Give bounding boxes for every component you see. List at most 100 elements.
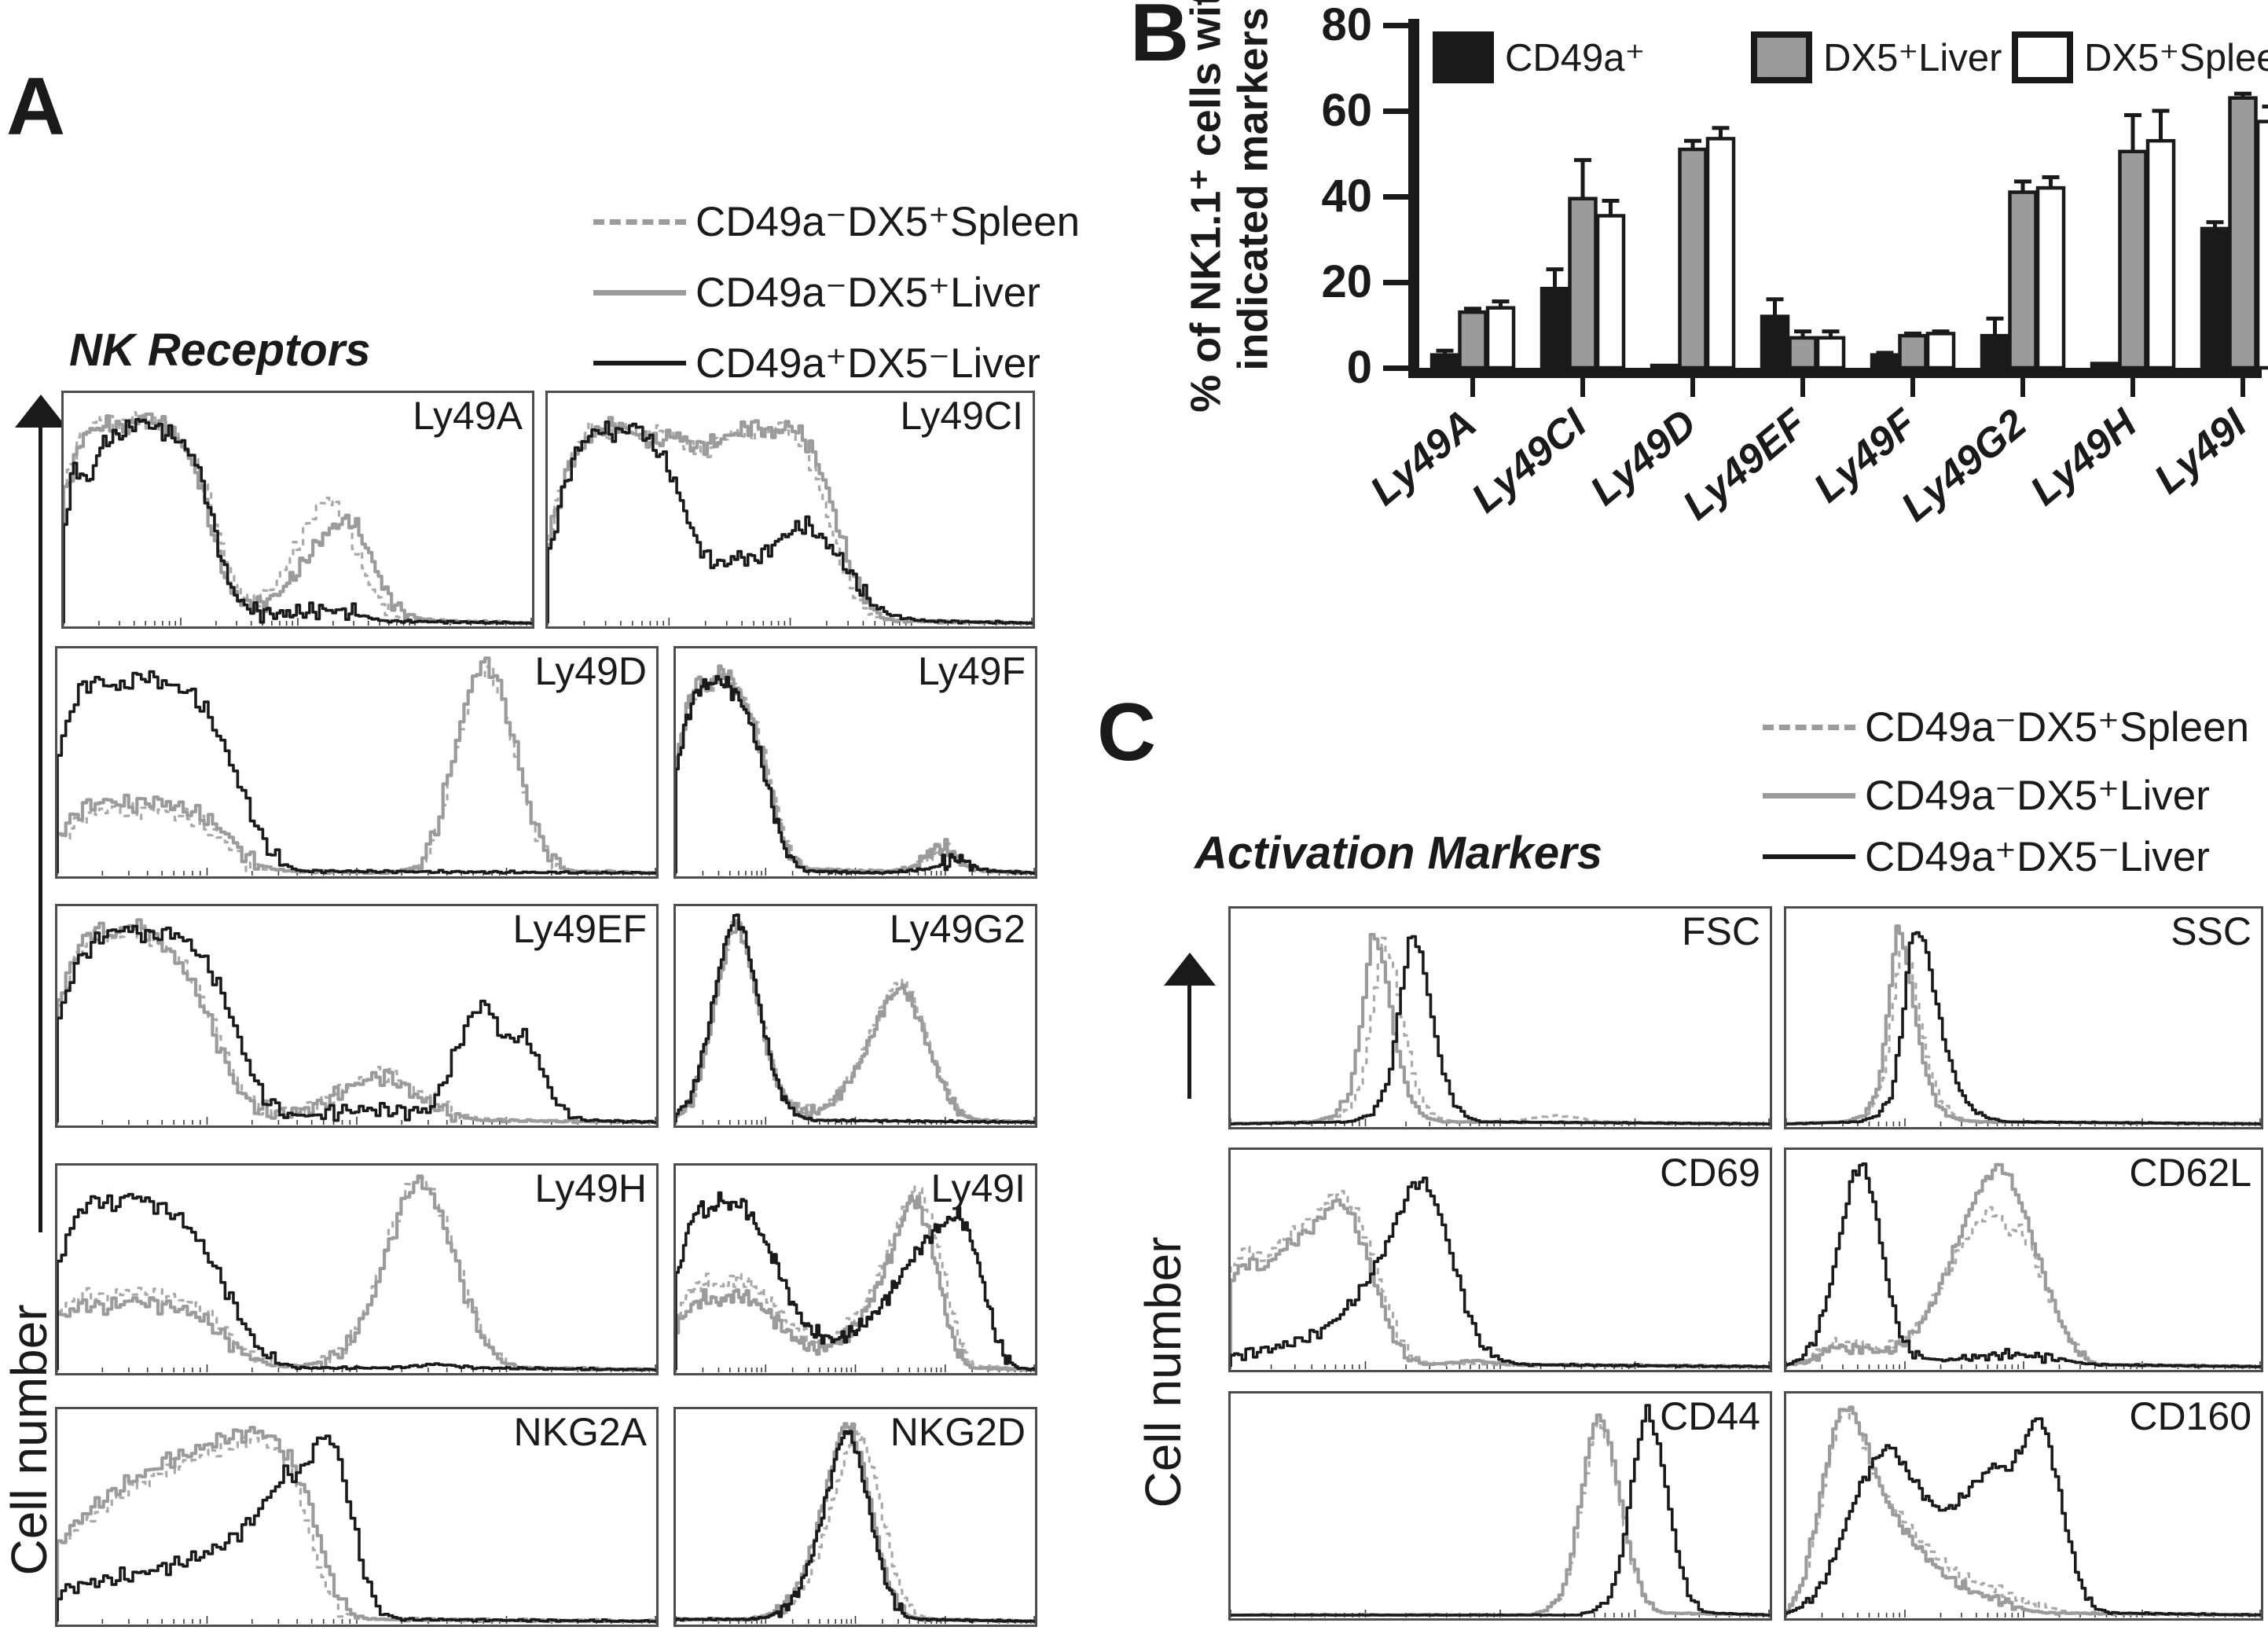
legend-c-label-spleen: CD49a⁻DX5⁺Spleen — [1865, 703, 2250, 751]
legend-a-label-liver-cd49a: CD49a⁺DX5⁻Liver — [695, 340, 1040, 387]
histogram-marker-label: NKG2D — [890, 1410, 1026, 1454]
histogram-CD44: CD44 — [1228, 1391, 1772, 1621]
legend-a-label-liver-dx5: CD49a⁻DX5⁺Liver — [695, 269, 1040, 316]
solid-black-line-icon — [1763, 854, 1855, 859]
histogram-plot-Ly49D — [57, 656, 656, 876]
histogram-Ly49F: Ly49F — [673, 646, 1037, 879]
legend-b-label-dx5-liver: DX5⁺Liver — [1823, 36, 2002, 79]
histogram-plot-NKG2D — [676, 1422, 1035, 1624]
legend-a-label-spleen: CD49a⁻DX5⁺Spleen — [695, 198, 1081, 245]
histogram-NKG2A: NKG2A — [55, 1407, 659, 1627]
svg-text:0: 0 — [1347, 342, 1372, 393]
svg-text:Ly49CI: Ly49CI — [1463, 400, 1596, 522]
panel-c-title: Activation Markers — [1195, 828, 1602, 879]
histogram-plot-NKG2A — [57, 1426, 656, 1624]
dashed-gray-line-icon — [1763, 724, 1855, 730]
histogram-marker-label: NKG2A — [513, 1410, 647, 1454]
histogram-CD62L: CD62L — [1784, 1147, 2263, 1372]
histogram-Ly49D: Ly49D — [55, 646, 659, 879]
gray-swatch-icon — [1751, 31, 1812, 83]
legend-a-item-liver-cd49a: CD49a⁺DX5⁻Liver — [593, 338, 1040, 388]
solid-black-line-icon — [593, 361, 686, 365]
legend-c-item-spleen: CD49a⁻DX5⁺Spleen — [1763, 702, 2249, 752]
panel-a-title: NK Receptors — [69, 325, 371, 376]
dashed-gray-line-icon — [593, 218, 686, 225]
legend-b-label-dx5-spleen: DX5⁺Spleen — [2084, 36, 2268, 79]
histogram-marker-label: CD62L — [2129, 1151, 2251, 1195]
panel-a-axis-arrow-head-icon — [15, 395, 67, 428]
histogram-plot-Ly49I — [676, 1185, 1035, 1372]
histogram-NKG2D: NKG2D — [673, 1407, 1037, 1627]
svg-text:Ly49I: Ly49I — [2146, 400, 2256, 503]
legend-c-label-liver-dx5: CD49a⁻DX5⁺Liver — [1865, 772, 2210, 819]
panel-b-y-axis-label: % of NK1.1⁺ cells with indicated markers — [1182, 0, 1277, 413]
histogram-marker-label: CD160 — [2129, 1394, 2251, 1438]
panel-a-letter: A — [6, 61, 66, 152]
histogram-plot-Ly49EF — [57, 918, 656, 1125]
panel-a-y-axis-label: Cell number — [1, 1304, 57, 1576]
panel-b-letter: B — [1130, 0, 1190, 79]
svg-text:Ly49G2: Ly49G2 — [1892, 401, 2035, 531]
histogram-plot-Ly49H — [57, 1174, 656, 1372]
histogram-CD160: CD160 — [1784, 1391, 2263, 1621]
histogram-plot-CD69 — [1231, 1177, 1770, 1369]
svg-text:80: 80 — [1321, 0, 1372, 50]
histogram-SSC: SSC — [1784, 906, 2263, 1129]
histogram-plot-CD44 — [1231, 1404, 1770, 1617]
histogram-plot-Ly49CI — [548, 416, 1033, 626]
legend-c-item-liver-dx5: CD49a⁻DX5⁺Liver — [1763, 770, 2210, 821]
legend-b-item-dx5-spleen: DX5⁺Spleen — [2012, 31, 2268, 83]
histogram-plot-CD62L — [1786, 1162, 2261, 1369]
histogram-marker-label: Ly49I — [930, 1166, 1026, 1210]
histogram-marker-label: Ly49CI — [900, 394, 1023, 438]
svg-text:Ly49A: Ly49A — [1362, 401, 1485, 515]
histogram-marker-label: Ly49EF — [512, 907, 647, 951]
histogram-plot-Ly49A — [64, 411, 532, 626]
histogram-marker-label: Ly49A — [413, 394, 523, 438]
svg-text:40: 40 — [1321, 171, 1372, 222]
bar-chart-svg: 020406080Ly49ALy49CILy49DLy49EFLy49FLy49… — [1321, 0, 2268, 531]
legend-a-item-spleen: CD49a⁻DX5⁺Spleen — [593, 196, 1080, 247]
histogram-plot-Ly49G2 — [676, 913, 1035, 1125]
solid-gray-line-icon — [1763, 792, 1855, 799]
histogram-marker-label: CD44 — [1660, 1394, 1760, 1438]
histogram-marker-label: Ly49G2 — [889, 907, 1026, 951]
histogram-FSC: FSC — [1228, 906, 1772, 1129]
histogram-marker-label: Ly49D — [534, 649, 647, 693]
histogram-plot-Ly49F — [676, 664, 1035, 876]
histogram-CD69: CD69 — [1228, 1147, 1772, 1372]
histogram-marker-label: CD69 — [1660, 1151, 1760, 1195]
histogram-plot-CD160 — [1786, 1405, 2261, 1617]
panel-a-axis-arrow-line — [39, 424, 42, 1232]
histogram-marker-label: Ly49F — [917, 649, 1026, 693]
histogram-marker-label: FSC — [1682, 909, 1760, 953]
svg-text:Ly49H: Ly49H — [2022, 400, 2146, 515]
legend-b-item-dx5-liver: DX5⁺Liver — [1751, 31, 2002, 83]
panel-c-axis-arrow-line — [1187, 984, 1191, 1099]
histogram-plot-FSC — [1231, 933, 1770, 1126]
svg-text:20: 20 — [1321, 256, 1372, 307]
solid-gray-line-icon — [593, 289, 686, 296]
legend-b-item-cd49a: CD49a⁺ — [1433, 31, 1645, 83]
black-swatch-icon — [1433, 31, 1494, 83]
histogram-Ly49I: Ly49I — [673, 1163, 1037, 1375]
histogram-Ly49CI: Ly49CI — [545, 391, 1035, 629]
svg-text:Ly49EF: Ly49EF — [1675, 400, 1816, 529]
panel-c-axis-arrow-head-icon — [1164, 953, 1216, 986]
legend-c-label-liver-cd49a: CD49a⁺DX5⁻Liver — [1865, 833, 2210, 880]
histogram-Ly49EF: Ly49EF — [55, 904, 659, 1128]
histogram-marker-label: SSC — [2171, 909, 2251, 953]
legend-c-item-liver-cd49a: CD49a⁺DX5⁻Liver — [1763, 832, 2210, 882]
legend-a-item-liver-dx5: CD49a⁻DX5⁺Liver — [593, 267, 1040, 318]
panel-c-letter: C — [1097, 687, 1157, 778]
histogram-Ly49A: Ly49A — [61, 391, 534, 629]
histogram-Ly49G2: Ly49G2 — [673, 904, 1037, 1128]
svg-text:60: 60 — [1321, 85, 1372, 136]
histogram-marker-label: Ly49H — [534, 1166, 647, 1210]
histogram-plot-SSC — [1786, 924, 2261, 1126]
white-swatch-icon — [2012, 31, 2073, 83]
panel-c-y-axis-label: Cell number — [1135, 1236, 1191, 1508]
histogram-Ly49H: Ly49H — [55, 1163, 659, 1375]
legend-b-label-cd49a: CD49a⁺ — [1505, 36, 1646, 79]
